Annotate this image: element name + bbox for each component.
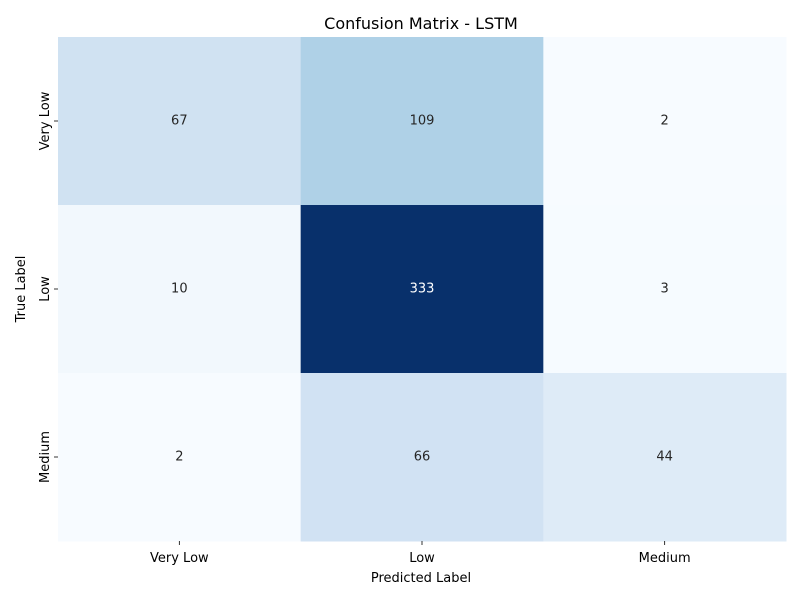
heatmap-cell-r1-c0 <box>58 205 302 374</box>
x-tick-label-1: Low <box>409 551 435 566</box>
x-tick-label-2: Medium <box>639 551 691 566</box>
chart-title: Confusion Matrix - LSTM <box>324 14 518 33</box>
heatmap-cells <box>58 37 787 542</box>
heatmap-cell-r2-c1 <box>300 373 544 542</box>
heatmap-cell-r0-c2 <box>543 37 787 206</box>
cell-value-r0-c2: 2 <box>661 114 669 129</box>
cell-value-r0-c1: 109 <box>410 114 435 129</box>
heatmap-cell-r0-c0 <box>58 37 302 206</box>
cell-value-r2-c0: 2 <box>175 450 183 465</box>
y-tick-label-0: Very Low <box>38 91 53 150</box>
cell-value-r2-c1: 66 <box>414 450 431 465</box>
y-axis-ticks: Very Low Low Medium <box>38 91 58 483</box>
heatmap-cell-r1-c2 <box>543 205 787 374</box>
heatmap-cell-r1-c1 <box>300 205 544 374</box>
heatmap-cell-r2-c2 <box>543 373 787 542</box>
x-axis-ticks: Very Low Low Medium <box>150 541 691 566</box>
y-tick-label-1: Low <box>38 276 53 302</box>
cell-value-r1-c2: 3 <box>661 282 669 297</box>
x-axis-label: Predicted Label <box>371 571 471 586</box>
heatmap-cell-r2-c0 <box>58 373 302 542</box>
cell-value-r1-c0: 10 <box>171 282 188 297</box>
cell-value-r2-c2: 44 <box>656 450 673 465</box>
heatmap-cell-r0-c1 <box>300 37 544 206</box>
cell-value-r0-c0: 67 <box>171 114 188 129</box>
heatmap-cell-labels: 67 109 210 333 32 66 44 <box>171 114 673 465</box>
y-tick-label-2: Medium <box>38 431 53 483</box>
cell-value-r1-c1: 333 <box>410 282 435 297</box>
x-tick-label-0: Very Low <box>150 551 209 566</box>
y-axis-label: True Label <box>14 256 29 324</box>
